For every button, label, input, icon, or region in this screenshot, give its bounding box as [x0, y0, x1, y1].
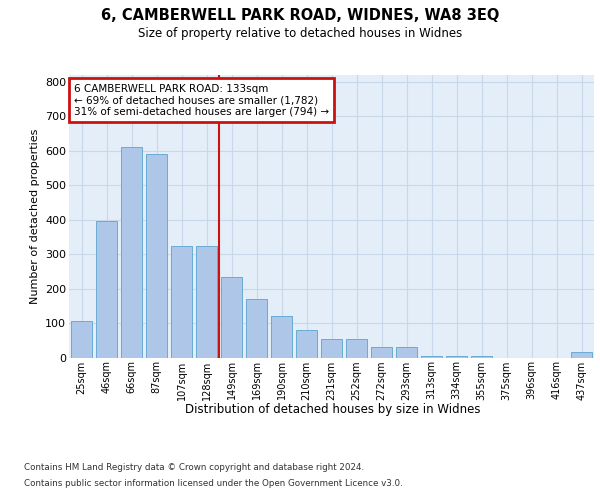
Bar [146, 154, 167, 358]
Bar [446, 356, 467, 358]
Bar [96, 222, 117, 358]
Text: Size of property relative to detached houses in Widnes: Size of property relative to detached ho… [138, 28, 462, 40]
Bar [421, 356, 442, 358]
Bar [121, 148, 142, 358]
Bar [346, 338, 367, 357]
Bar [296, 330, 317, 357]
Text: Contains HM Land Registry data © Crown copyright and database right 2024.: Contains HM Land Registry data © Crown c… [24, 462, 364, 471]
Bar [246, 299, 267, 358]
Text: Distribution of detached houses by size in Widnes: Distribution of detached houses by size … [185, 402, 481, 415]
Bar [271, 316, 292, 358]
Bar [221, 276, 242, 357]
Bar [171, 246, 192, 358]
Bar [71, 322, 92, 358]
Bar [571, 352, 592, 358]
Y-axis label: Number of detached properties: Number of detached properties [29, 128, 40, 304]
Text: Contains public sector information licensed under the Open Government Licence v3: Contains public sector information licen… [24, 479, 403, 488]
Bar [471, 356, 492, 358]
Text: 6, CAMBERWELL PARK ROAD, WIDNES, WA8 3EQ: 6, CAMBERWELL PARK ROAD, WIDNES, WA8 3EQ [101, 8, 499, 22]
Bar [396, 347, 417, 358]
Bar [196, 246, 217, 358]
Text: 6 CAMBERWELL PARK ROAD: 133sqm
← 69% of detached houses are smaller (1,782)
31% : 6 CAMBERWELL PARK ROAD: 133sqm ← 69% of … [74, 84, 329, 117]
Bar [321, 338, 342, 357]
Bar [371, 347, 392, 358]
